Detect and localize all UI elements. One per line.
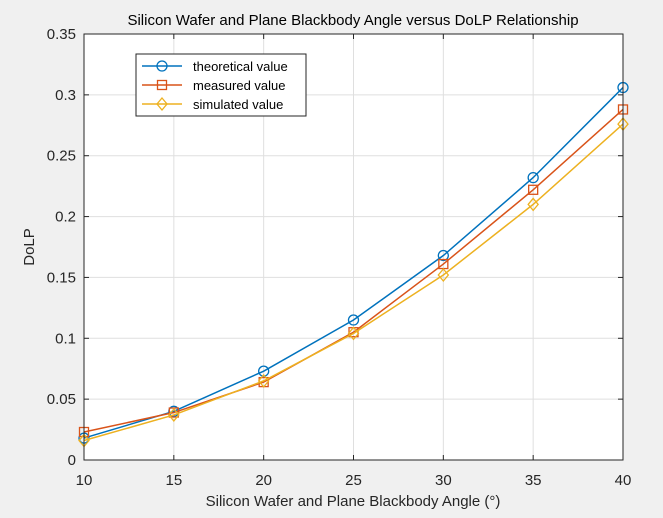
series-line bbox=[83, 87, 624, 439]
x-tick-label: 30 bbox=[435, 472, 452, 489]
data-point bbox=[347, 314, 360, 326]
data-point bbox=[527, 197, 540, 212]
legend-label: simulated value bbox=[193, 97, 283, 112]
series-line bbox=[83, 123, 624, 442]
x-ticks: 10 15 20 25 30 35 40 bbox=[76, 34, 632, 489]
legend-label: measured value bbox=[193, 78, 286, 93]
data-point bbox=[527, 171, 539, 184]
data-point bbox=[257, 373, 270, 388]
x-tick-label: 40 bbox=[615, 472, 632, 489]
x-axis-label: Silicon Wafer and Plane Blackbody Angle … bbox=[206, 493, 501, 510]
x-tick-label: 25 bbox=[345, 472, 362, 489]
legend-label: theoretical value bbox=[193, 59, 288, 74]
series-line bbox=[83, 108, 624, 433]
legend-entries: theoretical value measured value simulated… bbox=[142, 59, 288, 112]
data-point bbox=[437, 267, 450, 283]
series-3 bbox=[78, 117, 629, 448]
y-tick-label: 0.35 bbox=[47, 26, 76, 43]
y-tick-label: 0.1 bbox=[55, 330, 76, 347]
data-point bbox=[437, 249, 449, 262]
y-tick-label: 0.15 bbox=[47, 269, 76, 286]
y-tick-label: 0.3 bbox=[55, 87, 76, 104]
legend-marker bbox=[156, 96, 168, 112]
legend: theoretical value measured value simulated… bbox=[135, 53, 307, 117]
data-point bbox=[167, 407, 180, 422]
x-tick-label: 15 bbox=[165, 472, 182, 489]
y-tick-label: 0.05 bbox=[47, 391, 76, 408]
y-tick-label: 0 bbox=[68, 452, 76, 469]
legend-marker bbox=[156, 79, 168, 91]
y-tick-label: 0.25 bbox=[47, 148, 76, 165]
x-tick-label: 35 bbox=[525, 472, 542, 489]
x-tick-label: 20 bbox=[255, 472, 272, 489]
y-ticks: 0 0.05 0.1 0.15 0.2 0.25 0.3 0.35 bbox=[47, 26, 623, 469]
legend-entry: simulated value bbox=[142, 96, 283, 112]
chart-title: Silicon Wafer and Plane Blackbody Angle … bbox=[127, 12, 578, 29]
y-tick-label: 0.2 bbox=[55, 209, 76, 226]
data-point bbox=[347, 326, 360, 341]
legend-marker bbox=[156, 60, 168, 72]
legend-entry: measured value bbox=[142, 78, 286, 93]
x-tick-label: 10 bbox=[76, 472, 93, 489]
data-point bbox=[528, 184, 539, 195]
legend-entry: theoretical value bbox=[142, 59, 288, 74]
y-axis-label: DoLP bbox=[21, 228, 38, 266]
data-point bbox=[258, 365, 270, 377]
